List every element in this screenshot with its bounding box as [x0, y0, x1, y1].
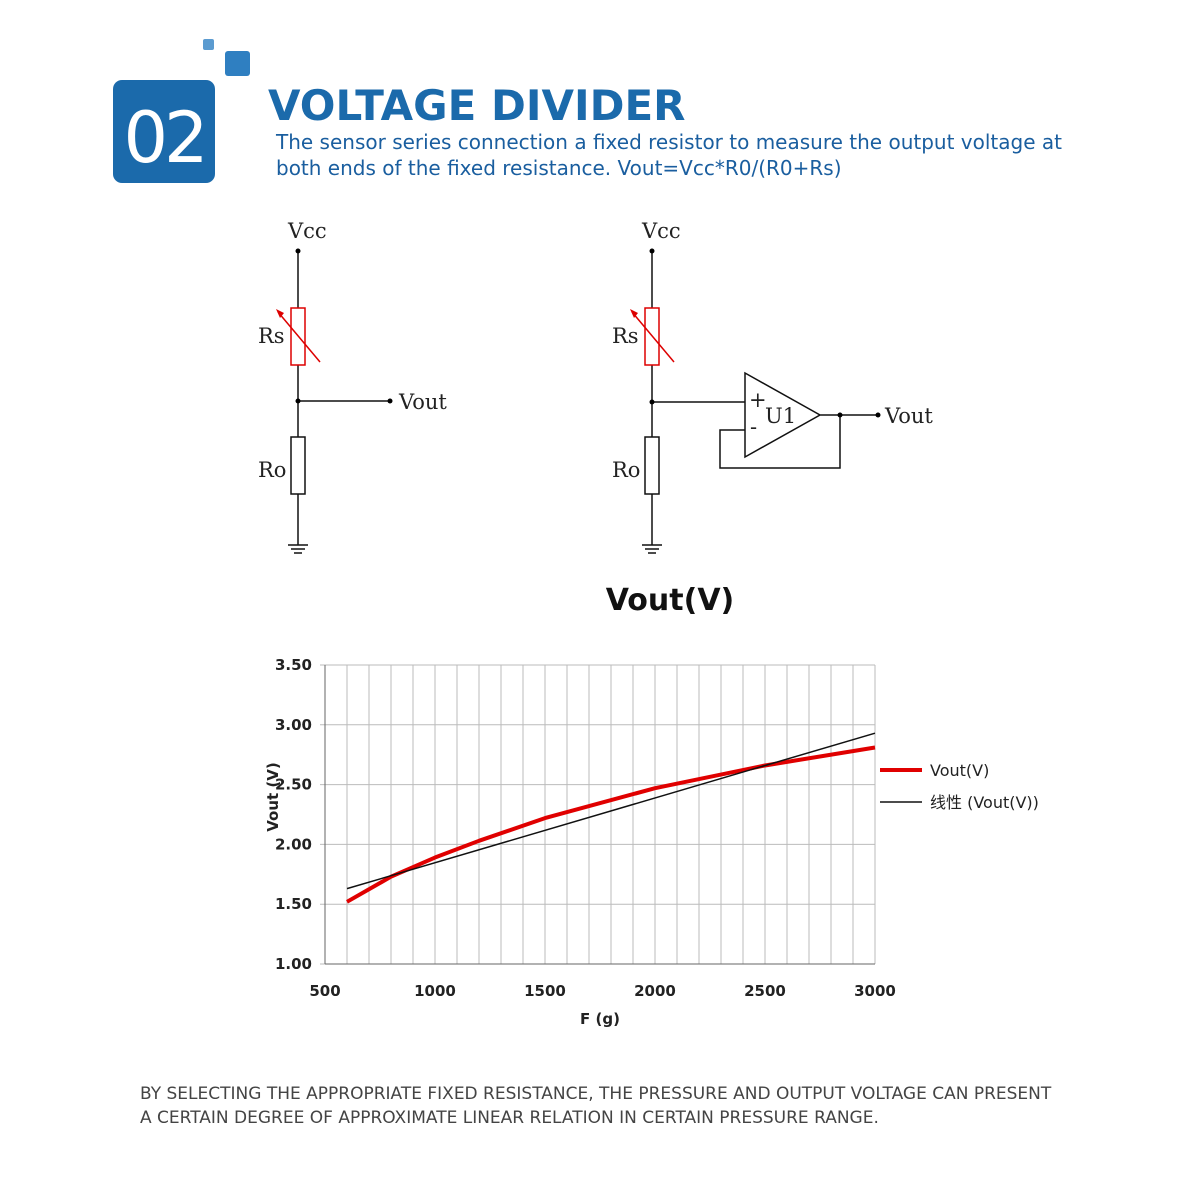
description: The sensor series connection a fixed res…: [275, 130, 1062, 154]
chart-title: Vout(V): [606, 583, 735, 618]
x-tick-label: 1500: [524, 982, 566, 1000]
section-title: VOLTAGE DIVIDER: [268, 81, 685, 130]
series-line: [346, 732, 876, 890]
deco-square: [225, 51, 250, 76]
description: both ends of the fixed resistance. Vout=…: [276, 156, 842, 180]
y-tick-label: 3.50: [275, 656, 312, 674]
label: Vout: [398, 390, 447, 414]
circuit-left: Vcc Rs Ro Vout: [258, 219, 447, 554]
label: Vout: [884, 404, 933, 428]
y-tick-label: 2.00: [275, 835, 312, 853]
y-tick-label: 3.00: [275, 716, 312, 734]
label: Ro: [612, 458, 640, 482]
legend-label: 线性 (Vout(V)): [930, 793, 1039, 812]
footer-text: A CERTAIN DEGREE OF APPROXIMATE LINEAR R…: [140, 1108, 879, 1128]
x-axis-label: F (g): [580, 1010, 620, 1028]
y-tick-label: 2.50: [275, 776, 312, 794]
y-axis-label: Vout (V): [264, 762, 282, 832]
y-tick-label: 1.00: [275, 955, 312, 973]
label: U1: [765, 404, 796, 428]
footer-text: BY SELECTING THE APPROPRIATE FIXED RESIS…: [140, 1084, 1052, 1104]
y-tick-label: 1.50: [275, 895, 312, 913]
label: -: [750, 415, 757, 439]
x-tick-label: 1000: [414, 982, 456, 1000]
label: +: [749, 388, 767, 412]
label: Rs: [258, 324, 285, 348]
x-tick-label: 500: [309, 982, 340, 1000]
x-tick-label: 3000: [854, 982, 896, 1000]
chart: Vout(V) 500 1000 1500 2000 2500 3000 1.00 1.50 2.…: [264, 583, 1039, 1028]
label: Vcc: [287, 219, 327, 243]
section-number: 02: [123, 97, 204, 179]
label: Ro: [258, 458, 286, 482]
x-tick-label: 2500: [744, 982, 786, 1000]
number-box: [113, 80, 215, 183]
deco-square: [203, 39, 214, 50]
x-tick-label: 2000: [634, 982, 676, 1000]
label: Rs: [612, 324, 639, 348]
legend-label: Vout(V): [930, 761, 989, 780]
label: Vcc: [641, 219, 681, 243]
circuit-right: Vcc Rs Ro Vout U1 + -: [612, 219, 933, 554]
